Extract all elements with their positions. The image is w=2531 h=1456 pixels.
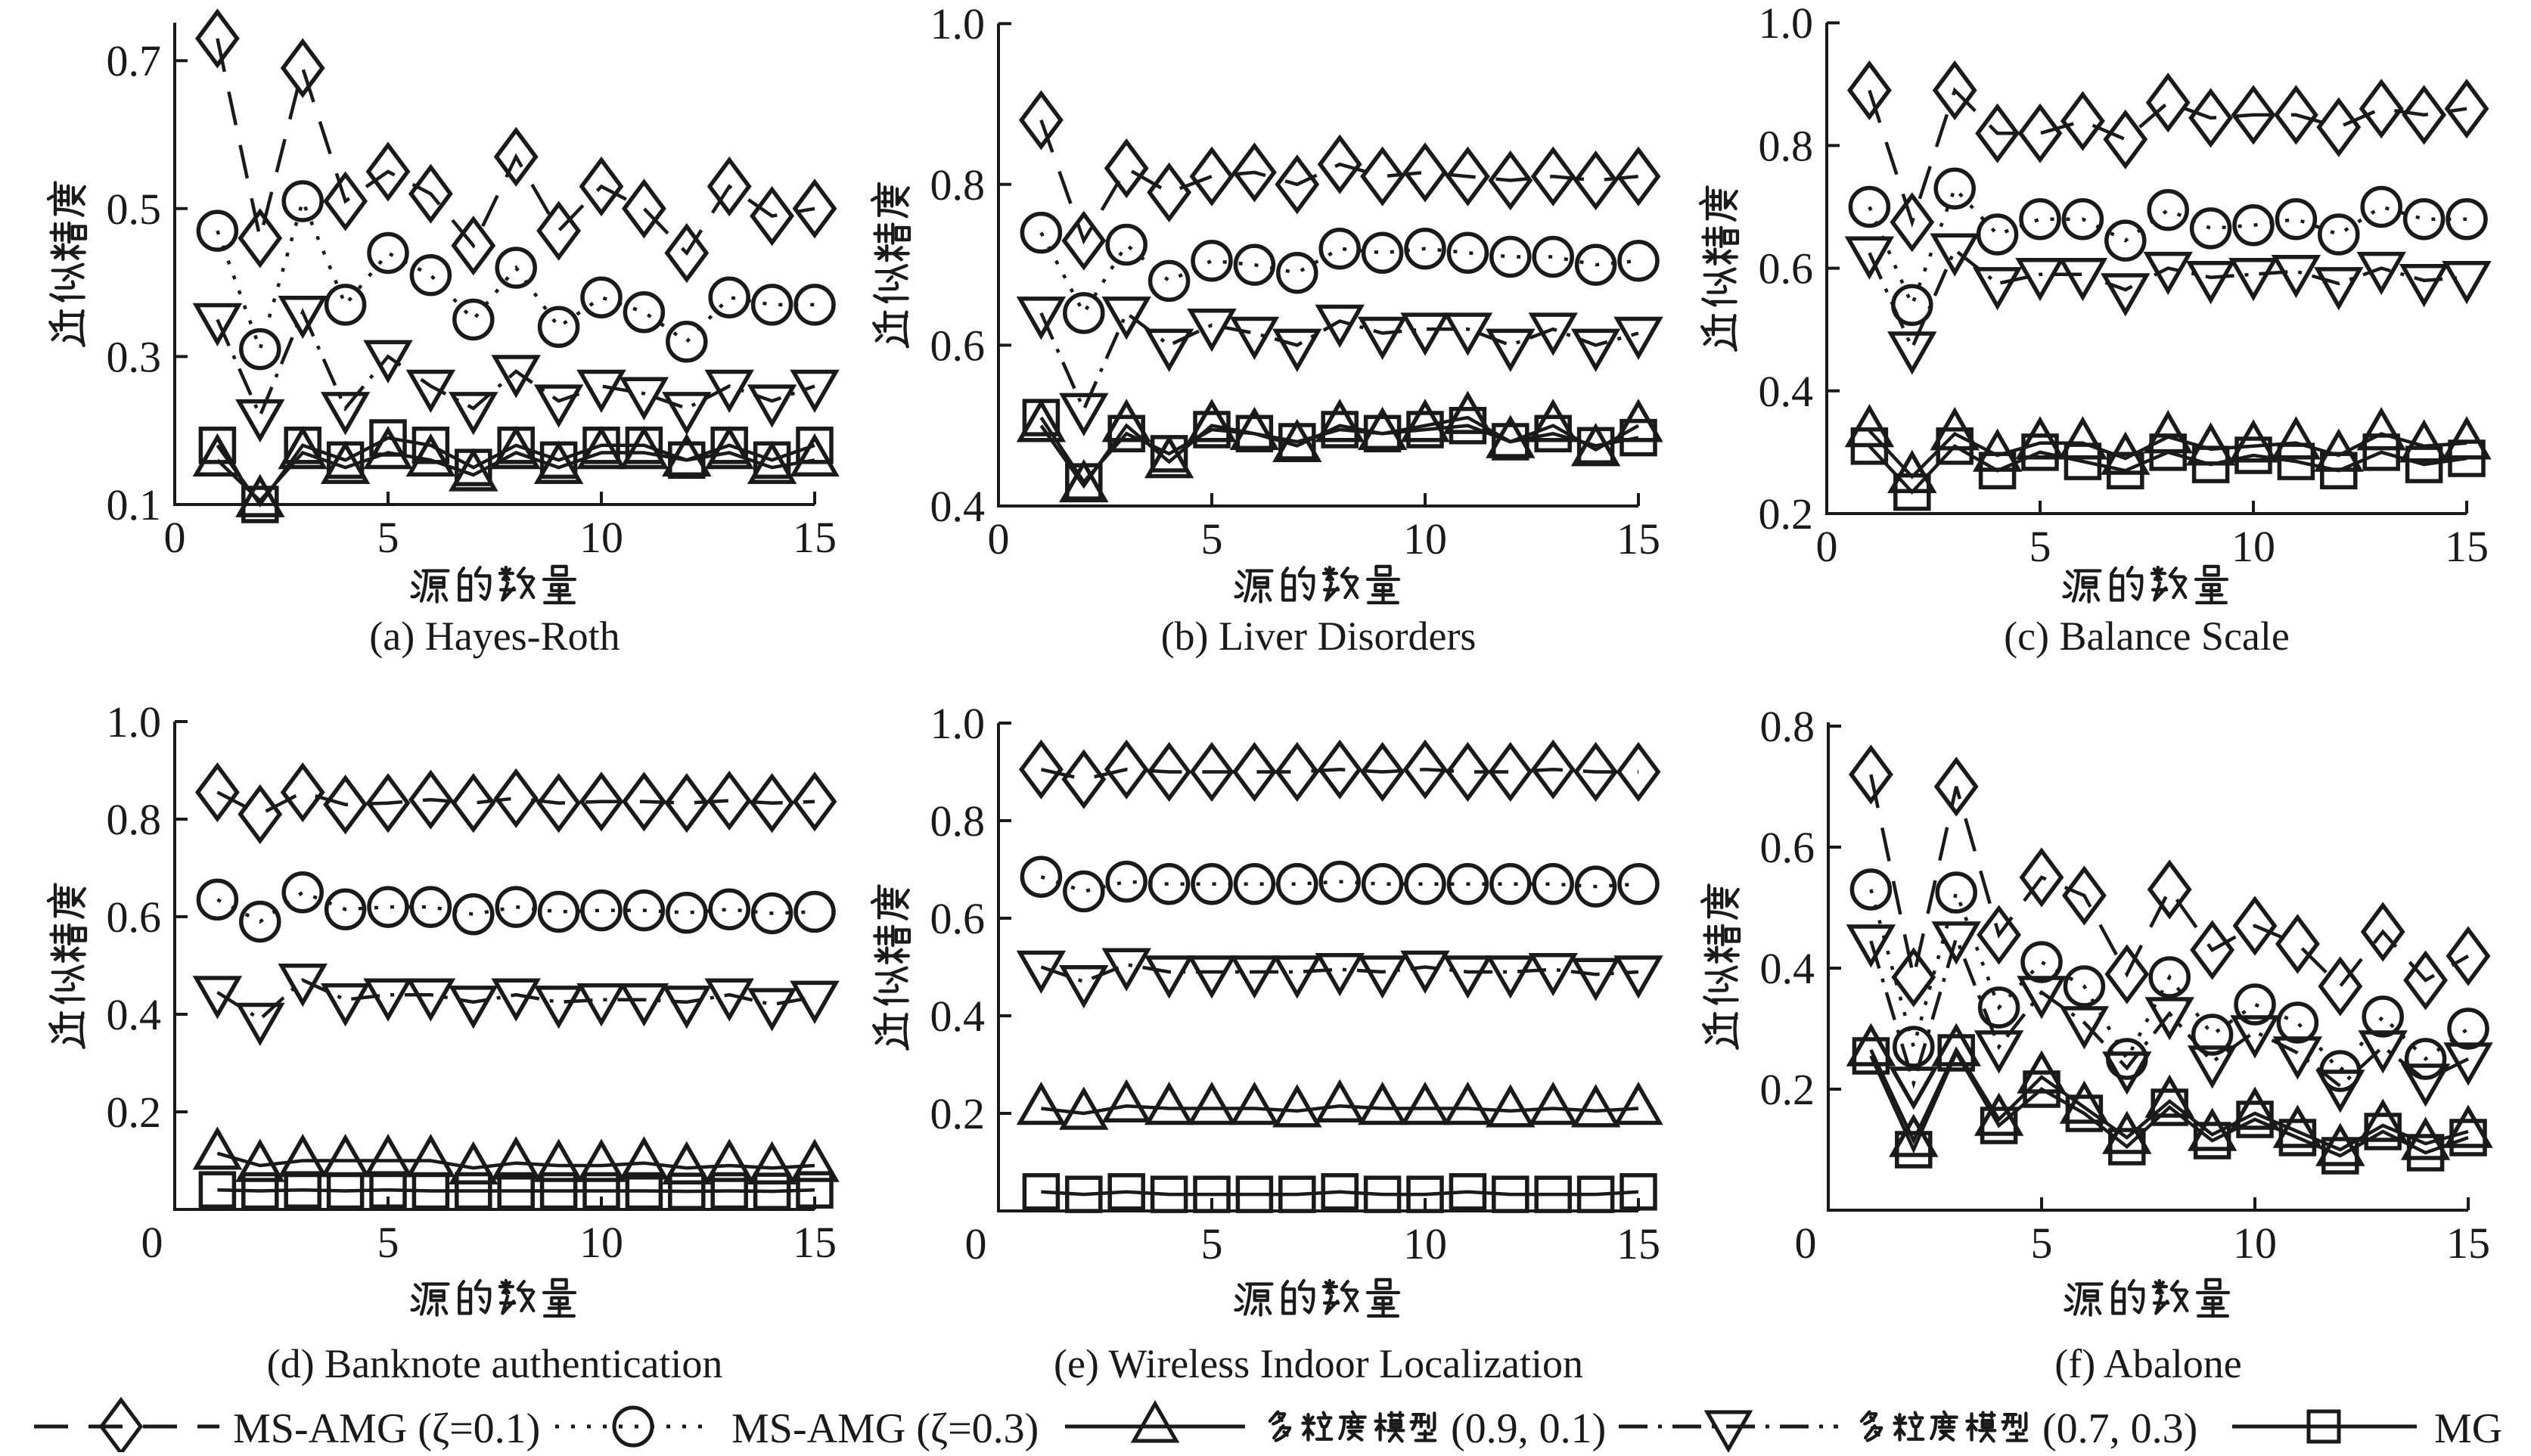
- svg-text:MG: MG: [2434, 1405, 2502, 1452]
- svg-text:0.4: 0.4: [1760, 944, 1815, 993]
- svg-text:0: 0: [1795, 1219, 1817, 1268]
- svg-text:MS-AMG (ζ=0.1): MS-AMG (ζ=0.1): [233, 1405, 540, 1452]
- svg-text:0.2: 0.2: [1760, 1065, 1815, 1114]
- svg-text:0.6: 0.6: [930, 321, 986, 370]
- svg-text:0.6: 0.6: [107, 893, 162, 942]
- svg-text:(0.9, 0.1): (0.9, 0.1): [1451, 1405, 1606, 1452]
- svg-text:0: 0: [141, 1218, 163, 1267]
- svg-text:5: 5: [2029, 522, 2051, 571]
- svg-text:(f) Abalone: (f) Abalone: [2054, 1341, 2241, 1386]
- svg-text:15: 15: [793, 1218, 837, 1267]
- svg-text:0.8: 0.8: [107, 795, 162, 844]
- svg-text:10: 10: [1403, 1219, 1447, 1268]
- svg-text:0.1: 0.1: [107, 480, 162, 529]
- svg-text:1.0: 1.0: [930, 0, 986, 48]
- svg-text:10: 10: [2231, 522, 2275, 571]
- svg-text:1.0: 1.0: [1759, 0, 1814, 48]
- svg-text:0.4: 0.4: [1759, 367, 1814, 416]
- svg-text:15: 15: [2446, 1219, 2490, 1268]
- svg-text:0: 0: [988, 514, 1010, 563]
- svg-text:(a) Hayes-Roth: (a) Hayes-Roth: [369, 613, 620, 659]
- svg-text:0.4: 0.4: [107, 990, 162, 1039]
- svg-text:0.6: 0.6: [1760, 823, 1815, 872]
- svg-text:10: 10: [1403, 514, 1447, 563]
- svg-text:0.6: 0.6: [1759, 244, 1814, 293]
- svg-text:1.0: 1.0: [107, 697, 162, 747]
- svg-text:5: 5: [377, 513, 399, 562]
- svg-text:0.5: 0.5: [107, 185, 162, 234]
- svg-text:0: 0: [164, 513, 186, 562]
- svg-text:(c) Balance Scale: (c) Balance Scale: [2004, 613, 2290, 659]
- svg-text:0.4: 0.4: [930, 992, 986, 1041]
- svg-text:5: 5: [2031, 1219, 2053, 1268]
- svg-text:(b) Liver Disorders: (b) Liver Disorders: [1161, 613, 1477, 659]
- svg-text:MS-AMG (ζ=0.3): MS-AMG (ζ=0.3): [731, 1405, 1039, 1452]
- svg-text:0.2: 0.2: [107, 1088, 162, 1137]
- svg-text:5: 5: [1201, 1219, 1223, 1268]
- svg-text:1.0: 1.0: [930, 699, 986, 748]
- svg-text:(0.7, 0.3): (0.7, 0.3): [2042, 1405, 2197, 1452]
- svg-text:15: 15: [1616, 514, 1660, 563]
- svg-text:(e) Wireless Indoor Localizati: (e) Wireless Indoor Localization: [1054, 1341, 1583, 1386]
- svg-text:15: 15: [1616, 1219, 1660, 1268]
- svg-text:10: 10: [579, 513, 623, 562]
- svg-text:15: 15: [2445, 522, 2489, 571]
- svg-text:5: 5: [1201, 514, 1223, 563]
- svg-text:0.8: 0.8: [930, 160, 986, 210]
- svg-text:0.8: 0.8: [1760, 702, 1815, 751]
- svg-text:0.4: 0.4: [930, 482, 986, 531]
- svg-text:0: 0: [965, 1219, 987, 1268]
- svg-text:15: 15: [793, 513, 837, 562]
- svg-text:0.6: 0.6: [930, 894, 986, 943]
- svg-text:0.8: 0.8: [1759, 121, 1814, 170]
- svg-text:0.8: 0.8: [930, 796, 986, 846]
- svg-text:0.3: 0.3: [107, 332, 162, 381]
- svg-text:0.7: 0.7: [107, 36, 162, 85]
- svg-text:10: 10: [579, 1218, 623, 1267]
- svg-text:5: 5: [377, 1218, 399, 1267]
- svg-text:0: 0: [1816, 522, 1838, 571]
- svg-text:0.2: 0.2: [930, 1089, 986, 1138]
- svg-text:(d) Banknote authentication: (d) Banknote authentication: [267, 1341, 723, 1386]
- svg-text:0.2: 0.2: [1759, 489, 1814, 539]
- svg-text:10: 10: [2233, 1219, 2277, 1268]
